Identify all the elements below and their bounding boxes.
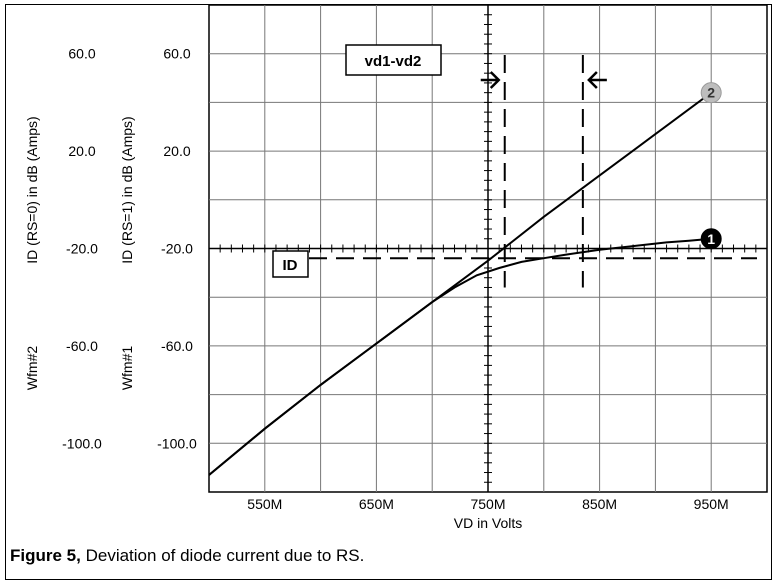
- series-marker-label: 1: [707, 231, 715, 247]
- y-axis-wfm1-tag: Wfm#1: [119, 346, 135, 391]
- y-axis-label-wfm1: ID (RS=1) in dB (Amps): [119, 116, 135, 263]
- figure-caption: Figure 5, Deviation of diode current due…: [10, 546, 364, 566]
- arrow-right-icon: [480, 71, 501, 89]
- series-marker-1: 1: [700, 228, 722, 250]
- annotation-id-text: ID: [283, 257, 298, 274]
- annotation-id: ID: [272, 250, 309, 278]
- annotation-vd1-vd2: vd1-vd2: [345, 44, 442, 76]
- y-tick-label-wfm2: -20.0: [66, 241, 98, 257]
- series-line-2: [208, 91, 712, 476]
- annotation-vd1-vd2-text: vd1-vd2: [365, 53, 422, 70]
- series-marker-2: 2: [700, 82, 722, 104]
- crosshair-axes: [208, 4, 768, 493]
- y-tick-label-wfm1: 60.0: [163, 46, 190, 62]
- arrow-left-icon: [587, 71, 607, 89]
- x-tick-label: 750M: [470, 496, 505, 512]
- y-axis-wfm2-tag: Wfm#2: [24, 346, 40, 391]
- x-tick-label: 950M: [694, 496, 729, 512]
- y-tick-label-wfm1: -100.0: [157, 435, 197, 451]
- y-tick-label-wfm2: 20.0: [68, 143, 95, 159]
- y-tick-label-wfm2: -60.0: [66, 338, 98, 354]
- y-tick-label-wfm1: -20.0: [161, 241, 193, 257]
- y-tick-label-wfm1: -60.0: [161, 338, 193, 354]
- y-tick-label-wfm2: 60.0: [68, 46, 95, 62]
- x-tick-label: 650M: [359, 496, 394, 512]
- x-tick-label: 850M: [582, 496, 617, 512]
- x-axis-label: VD in Volts: [454, 515, 522, 531]
- tick-labels: 550M 650M 750M 850M 950M 60.0 60.0 20.0 20.0 -20.…: [62, 46, 729, 512]
- series: 12: [208, 82, 722, 476]
- figure-label: Figure 5,: [10, 546, 81, 565]
- caption-text: Deviation of diode current due to RS.: [85, 546, 365, 565]
- y-axis-label-wfm2: ID (RS=0) in dB (Amps): [24, 116, 40, 263]
- x-tick-label: 550M: [247, 496, 282, 512]
- y-tick-label-wfm2: -100.0: [62, 435, 102, 451]
- series-marker-label: 2: [707, 85, 715, 101]
- y-tick-label-wfm1: 20.0: [163, 143, 190, 159]
